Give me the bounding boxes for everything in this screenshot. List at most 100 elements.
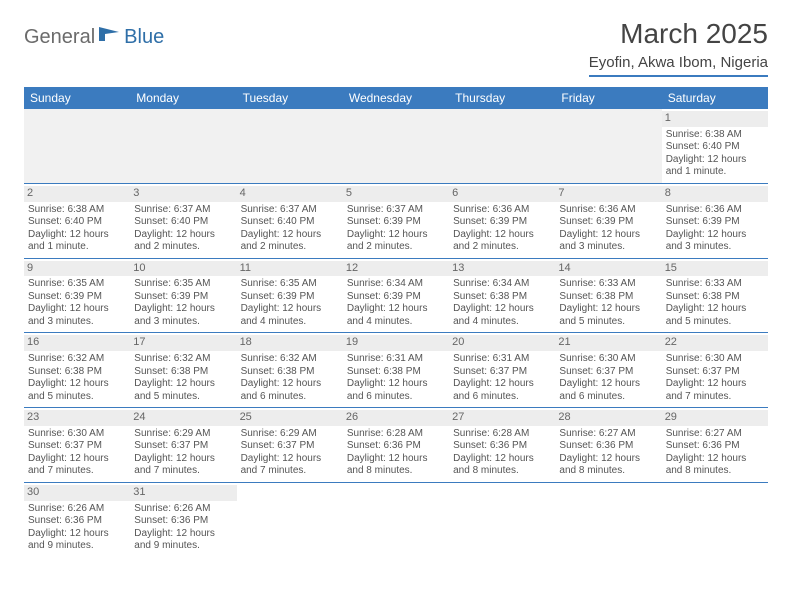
sunset-text: Sunset: 6:36 PM [666,440,764,453]
calendar-day-cell: 19Sunrise: 6:31 AMSunset: 6:38 PMDayligh… [343,333,449,408]
daylight-text: Daylight: 12 hours and 1 minute. [666,154,764,179]
sunset-text: Sunset: 6:37 PM [666,366,764,379]
calendar-day-cell: 12Sunrise: 6:34 AMSunset: 6:39 PMDayligh… [343,258,449,333]
day-number: 22 [662,335,768,351]
sunrise-text: Sunrise: 6:29 AM [241,428,339,441]
daylight-text: Daylight: 12 hours and 5 minutes. [28,378,126,403]
calendar-day-cell [449,482,555,556]
calendar-day-cell: 1Sunrise: 6:38 AMSunset: 6:40 PMDaylight… [662,109,768,183]
daylight-text: Daylight: 12 hours and 6 minutes. [453,378,551,403]
calendar-day-cell: 2Sunrise: 6:38 AMSunset: 6:40 PMDaylight… [24,183,130,258]
daylight-text: Daylight: 12 hours and 5 minutes. [559,303,657,328]
sunrise-text: Sunrise: 6:36 AM [559,204,657,217]
day-number: 31 [130,485,236,501]
calendar-day-cell: 22Sunrise: 6:30 AMSunset: 6:37 PMDayligh… [662,333,768,408]
daylight-text: Daylight: 12 hours and 2 minutes. [134,229,232,254]
sunset-text: Sunset: 6:38 PM [241,366,339,379]
sunset-text: Sunset: 6:38 PM [666,291,764,304]
day-number: 3 [130,186,236,202]
daylight-text: Daylight: 12 hours and 5 minutes. [134,378,232,403]
sunset-text: Sunset: 6:36 PM [134,515,232,528]
calendar-day-cell: 16Sunrise: 6:32 AMSunset: 6:38 PMDayligh… [24,333,130,408]
calendar-day-cell: 30Sunrise: 6:26 AMSunset: 6:36 PMDayligh… [24,482,130,556]
sunset-text: Sunset: 6:39 PM [347,291,445,304]
day-number: 18 [237,335,343,351]
day-number: 19 [343,335,449,351]
calendar-day-cell: 18Sunrise: 6:32 AMSunset: 6:38 PMDayligh… [237,333,343,408]
calendar-day-cell [662,482,768,556]
sunrise-text: Sunrise: 6:30 AM [666,353,764,366]
sunrise-text: Sunrise: 6:26 AM [28,503,126,516]
calendar-day-cell: 21Sunrise: 6:30 AMSunset: 6:37 PMDayligh… [555,333,661,408]
day-number: 27 [449,410,555,426]
day-number: 12 [343,261,449,277]
calendar-day-cell: 8Sunrise: 6:36 AMSunset: 6:39 PMDaylight… [662,183,768,258]
daylight-text: Daylight: 12 hours and 3 minutes. [28,303,126,328]
sunrise-text: Sunrise: 6:33 AM [666,278,764,291]
daylight-text: Daylight: 12 hours and 4 minutes. [347,303,445,328]
calendar-day-cell: 13Sunrise: 6:34 AMSunset: 6:38 PMDayligh… [449,258,555,333]
sunrise-text: Sunrise: 6:34 AM [453,278,551,291]
calendar-week-row: 1Sunrise: 6:38 AMSunset: 6:40 PMDaylight… [24,109,768,183]
daylight-text: Daylight: 12 hours and 7 minutes. [241,453,339,478]
calendar-day-cell [24,109,130,183]
calendar-day-cell: 14Sunrise: 6:33 AMSunset: 6:38 PMDayligh… [555,258,661,333]
daylight-text: Daylight: 12 hours and 2 minutes. [241,229,339,254]
day-number: 5 [343,186,449,202]
sunset-text: Sunset: 6:39 PM [453,216,551,229]
sunset-text: Sunset: 6:39 PM [559,216,657,229]
sunrise-text: Sunrise: 6:35 AM [28,278,126,291]
sunset-text: Sunset: 6:38 PM [28,366,126,379]
day-number: 11 [237,261,343,277]
calendar-day-cell [130,109,236,183]
weekday-header: Friday [555,87,661,109]
sunrise-text: Sunrise: 6:37 AM [241,204,339,217]
calendar-day-cell: 17Sunrise: 6:32 AMSunset: 6:38 PMDayligh… [130,333,236,408]
calendar-week-row: 9Sunrise: 6:35 AMSunset: 6:39 PMDaylight… [24,258,768,333]
calendar-day-cell: 29Sunrise: 6:27 AMSunset: 6:36 PMDayligh… [662,408,768,483]
calendar-week-row: 30Sunrise: 6:26 AMSunset: 6:36 PMDayligh… [24,482,768,556]
daylight-text: Daylight: 12 hours and 7 minutes. [134,453,232,478]
day-number: 16 [24,335,130,351]
calendar-day-cell [237,482,343,556]
daylight-text: Daylight: 12 hours and 3 minutes. [666,229,764,254]
day-number: 10 [130,261,236,277]
sunrise-text: Sunrise: 6:37 AM [134,204,232,217]
sunset-text: Sunset: 6:38 PM [453,291,551,304]
sunrise-text: Sunrise: 6:32 AM [241,353,339,366]
daylight-text: Daylight: 12 hours and 8 minutes. [453,453,551,478]
sunset-text: Sunset: 6:39 PM [347,216,445,229]
day-number: 21 [555,335,661,351]
daylight-text: Daylight: 12 hours and 6 minutes. [559,378,657,403]
daylight-text: Daylight: 12 hours and 9 minutes. [134,528,232,553]
daylight-text: Daylight: 12 hours and 7 minutes. [28,453,126,478]
sunrise-text: Sunrise: 6:31 AM [453,353,551,366]
calendar-day-cell: 11Sunrise: 6:35 AMSunset: 6:39 PMDayligh… [237,258,343,333]
sunrise-text: Sunrise: 6:29 AM [134,428,232,441]
calendar-day-cell: 24Sunrise: 6:29 AMSunset: 6:37 PMDayligh… [130,408,236,483]
weekday-header: Thursday [449,87,555,109]
day-number: 6 [449,186,555,202]
weekday-header: Monday [130,87,236,109]
sunrise-text: Sunrise: 6:36 AM [453,204,551,217]
sunset-text: Sunset: 6:38 PM [559,291,657,304]
sunrise-text: Sunrise: 6:26 AM [134,503,232,516]
day-number: 7 [555,186,661,202]
logo: General Blue [24,18,164,49]
calendar-day-cell: 20Sunrise: 6:31 AMSunset: 6:37 PMDayligh… [449,333,555,408]
flag-icon [99,27,121,48]
daylight-text: Daylight: 12 hours and 4 minutes. [241,303,339,328]
daylight-text: Daylight: 12 hours and 8 minutes. [347,453,445,478]
sunrise-text: Sunrise: 6:36 AM [666,204,764,217]
daylight-text: Daylight: 12 hours and 5 minutes. [666,303,764,328]
title-block: March 2025 Eyofin, Akwa Ibom, Nigeria [589,18,768,77]
day-number: 29 [662,410,768,426]
sunrise-text: Sunrise: 6:28 AM [453,428,551,441]
calendar-day-cell: 3Sunrise: 6:37 AMSunset: 6:40 PMDaylight… [130,183,236,258]
weekday-header: Sunday [24,87,130,109]
sunrise-text: Sunrise: 6:38 AM [28,204,126,217]
calendar-day-cell [555,109,661,183]
sunset-text: Sunset: 6:40 PM [666,141,764,154]
sunset-text: Sunset: 6:37 PM [453,366,551,379]
calendar-day-cell: 27Sunrise: 6:28 AMSunset: 6:36 PMDayligh… [449,408,555,483]
